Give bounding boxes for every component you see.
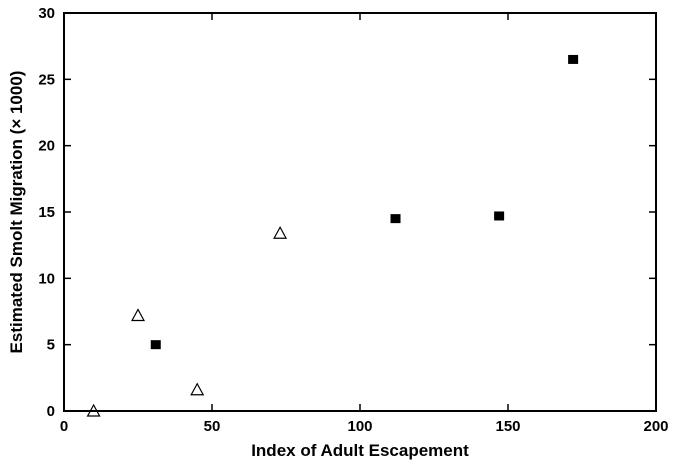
y-tick-label: 25 [38, 71, 55, 88]
y-axis-label: Estimated Smolt Migration (× 1000) [7, 71, 26, 354]
square-marker [390, 214, 401, 224]
triangle-marker [130, 308, 146, 322]
square-marker [568, 54, 579, 64]
plot-frame [63, 12, 657, 412]
x-tick-label: 100 [347, 418, 372, 435]
square-marker [494, 211, 505, 221]
y-tick-label: 5 [47, 337, 55, 354]
x-tick-label: 200 [643, 418, 668, 435]
square-marker [150, 340, 161, 350]
y-tick-label: 0 [47, 403, 55, 420]
x-tick-label: 0 [60, 418, 68, 435]
y-tick-label: 10 [38, 270, 55, 287]
data-points [86, 54, 579, 417]
y-tick-label: 30 [38, 5, 55, 22]
x-tick-label: 50 [204, 418, 221, 435]
x-tick-label: 150 [495, 418, 520, 435]
triangle-marker [273, 225, 288, 239]
x-axis: 0 50 100 150 200 [60, 13, 669, 435]
y-axis: 0 5 10 15 20 25 30 [38, 5, 656, 420]
x-axis-label: Index of Adult Escapement [251, 441, 469, 460]
y-tick-label: 15 [38, 204, 55, 221]
y-tick-label: 20 [38, 138, 55, 155]
triangle-marker [190, 382, 205, 396]
triangle-marker [86, 403, 101, 417]
